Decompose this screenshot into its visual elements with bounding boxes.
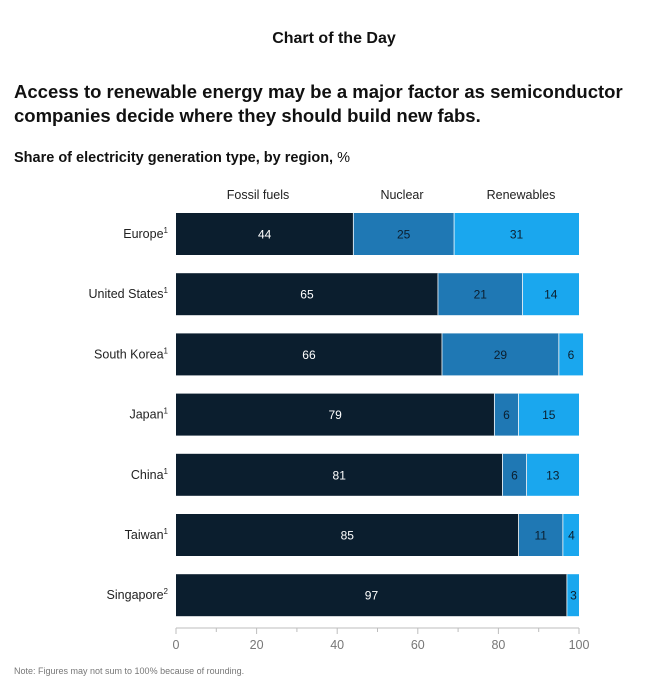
- x-tick-label: 0: [173, 638, 180, 652]
- data-label: 44: [258, 228, 272, 242]
- bar-singapore-renewables: [566, 574, 579, 617]
- category-label-united-states: United States1: [89, 286, 169, 301]
- bar-europe-fossil-fuels: [176, 213, 354, 255]
- data-label: 15: [542, 408, 556, 422]
- data-label: 14: [544, 288, 558, 302]
- subtitle-unit: %: [337, 150, 351, 166]
- bar-japan-renewables: [518, 393, 579, 436]
- data-label: 11: [534, 529, 547, 543]
- legend-label-nuclear: Nuclear: [380, 188, 423, 202]
- data-label: 6: [511, 468, 518, 482]
- bar-europe-renewables: [454, 213, 579, 255]
- bar-japan-nuclear: [494, 393, 519, 436]
- bar-europe-nuclear: [353, 213, 455, 255]
- bar-south-korea-nuclear: [441, 333, 559, 376]
- x-tick-label: 40: [330, 638, 344, 652]
- chart-subtitle: Share of electricity generation type, by…: [14, 150, 350, 166]
- bar-china-renewables: [526, 453, 579, 496]
- data-label: 4: [568, 529, 575, 543]
- data-label: 25: [397, 228, 411, 242]
- x-tick-label: 100: [569, 638, 590, 652]
- data-label: 65: [300, 288, 314, 302]
- bar-japan-fossil-fuels: [176, 393, 495, 436]
- chart-kicker: Chart of the Day: [272, 30, 396, 47]
- subtitle-text: Share of electricity generation type, by…: [14, 150, 334, 166]
- data-label: 13: [546, 468, 560, 482]
- bar-united-states-nuclear: [437, 273, 523, 316]
- category-label-europe: Europe1: [123, 226, 168, 241]
- data-label: 79: [329, 408, 343, 422]
- data-label: 6: [568, 348, 575, 362]
- category-label-singapore: Singapore2: [107, 587, 169, 602]
- bar-united-states-renewables: [522, 273, 579, 316]
- data-label: 29: [494, 348, 508, 362]
- bar-south-korea-fossil-fuels: [176, 333, 442, 376]
- data-label: 97: [365, 589, 379, 603]
- category-label-china: China1: [131, 467, 169, 482]
- x-tick-label: 20: [250, 638, 264, 652]
- chart-headline: Access to renewable energy may be a majo…: [14, 81, 623, 126]
- bar-south-korea-renewables: [558, 333, 584, 376]
- category-label-taiwan: Taiwan1: [125, 527, 169, 542]
- bar-united-states-fossil-fuels: [176, 273, 438, 316]
- bar-china-fossil-fuels: [176, 453, 503, 496]
- category-label-japan: Japan1: [129, 407, 168, 422]
- category-label-south-korea: South Korea1: [94, 346, 169, 361]
- legend-label-renewables: Renewables: [487, 188, 556, 202]
- x-tick-label: 60: [411, 638, 425, 652]
- data-label: 6: [503, 408, 510, 422]
- bar-china-nuclear: [502, 453, 527, 496]
- chart-note: Note: Figures may not sum to 100% becaus…: [14, 666, 245, 676]
- data-label: 21: [474, 288, 488, 302]
- x-tick-label: 80: [491, 638, 505, 652]
- data-label: 85: [341, 529, 355, 543]
- data-label: 31: [510, 228, 524, 242]
- data-label: 3: [570, 589, 577, 603]
- bar-taiwan-renewables: [562, 514, 579, 556]
- data-label: 66: [302, 348, 316, 362]
- bar-taiwan-fossil-fuels: [176, 514, 519, 556]
- legend-label-fossil-fuels: Fossil fuels: [227, 188, 290, 202]
- bar-taiwan-nuclear: [518, 514, 563, 556]
- data-label: 81: [333, 468, 347, 482]
- bar-singapore-fossil-fuels: [176, 574, 567, 617]
